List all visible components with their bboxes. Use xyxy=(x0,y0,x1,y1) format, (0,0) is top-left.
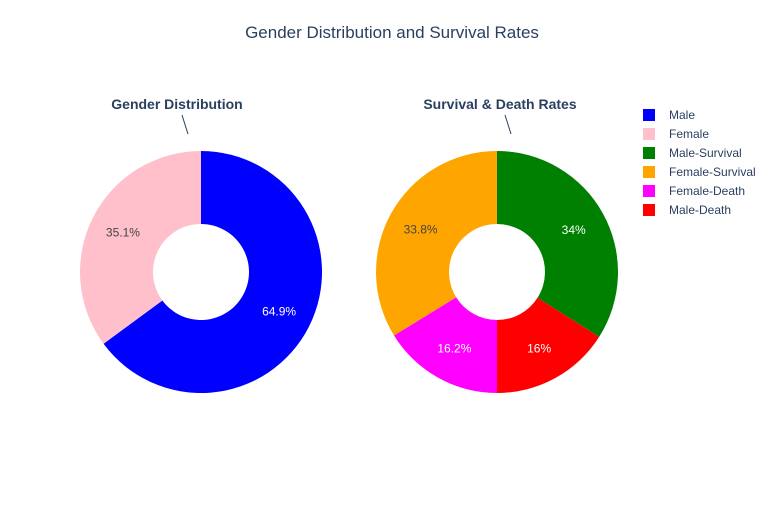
legend-label-male-survival: Male-Survival xyxy=(669,146,742,160)
slice-male[interactable] xyxy=(103,151,323,393)
donut-left-slices xyxy=(80,151,323,393)
legend-item-male-death[interactable]: Male-Death xyxy=(643,203,731,217)
legend-item-female-survival[interactable]: Female-Survival xyxy=(643,165,756,179)
donut-left-labels: 64.9% 35.1% xyxy=(106,226,297,319)
legend-swatch-male xyxy=(643,109,655,121)
slice-female[interactable] xyxy=(80,151,201,344)
slice-female-survival[interactable] xyxy=(376,151,497,336)
donut-right: Survival & Death Rates 34% 16% 16.2% 33.8% xyxy=(376,96,618,393)
legend-label-male: Male xyxy=(669,108,695,122)
legend-swatch-female-survival xyxy=(643,166,655,178)
legend-swatch-female xyxy=(643,128,655,140)
legend-swatch-male-survival xyxy=(643,147,655,159)
slice-female-death[interactable] xyxy=(394,297,497,393)
donut-right-title-leader xyxy=(504,114,512,135)
legend-label-female: Female xyxy=(669,127,709,141)
slice-label-male-death: 16% xyxy=(527,342,551,356)
slice-label-female-survival: 33.8% xyxy=(404,222,438,236)
legend-item-male-survival[interactable]: Male-Survival xyxy=(643,146,742,160)
slice-label-male-survival: 34% xyxy=(562,223,586,237)
donut-left-title-leader xyxy=(181,114,189,135)
donut-right-labels: 34% 16% 16.2% 33.8% xyxy=(404,222,586,355)
chart-title: Gender Distribution and Survival Rates xyxy=(245,23,539,42)
legend-item-female-death[interactable]: Female-Death xyxy=(643,184,745,198)
donut-left: Gender Distribution 64.9% 35.1% xyxy=(80,96,323,393)
donut-right-slices xyxy=(376,151,618,393)
legend-label-female-death: Female-Death xyxy=(669,184,745,198)
donut-right-title: Survival & Death Rates xyxy=(423,96,576,112)
slice-label-male: 64.9% xyxy=(262,304,296,318)
legend-swatch-male-death xyxy=(643,204,655,216)
legend-swatch-female-death xyxy=(643,185,655,197)
legend-item-female[interactable]: Female xyxy=(643,127,709,141)
legend-label-male-death: Male-Death xyxy=(669,203,731,217)
legend-label-female-survival: Female-Survival xyxy=(669,165,756,179)
donut-left-title: Gender Distribution xyxy=(111,96,242,112)
slice-male-death[interactable] xyxy=(497,297,600,393)
slice-label-female: 35.1% xyxy=(106,226,140,240)
legend-item-male[interactable]: Male xyxy=(643,108,695,122)
slice-label-female-death: 16.2% xyxy=(437,341,471,355)
legend: Male Female Male-Survival Female-Survival Fe… xyxy=(643,108,756,217)
slice-male-survival[interactable] xyxy=(497,151,618,337)
